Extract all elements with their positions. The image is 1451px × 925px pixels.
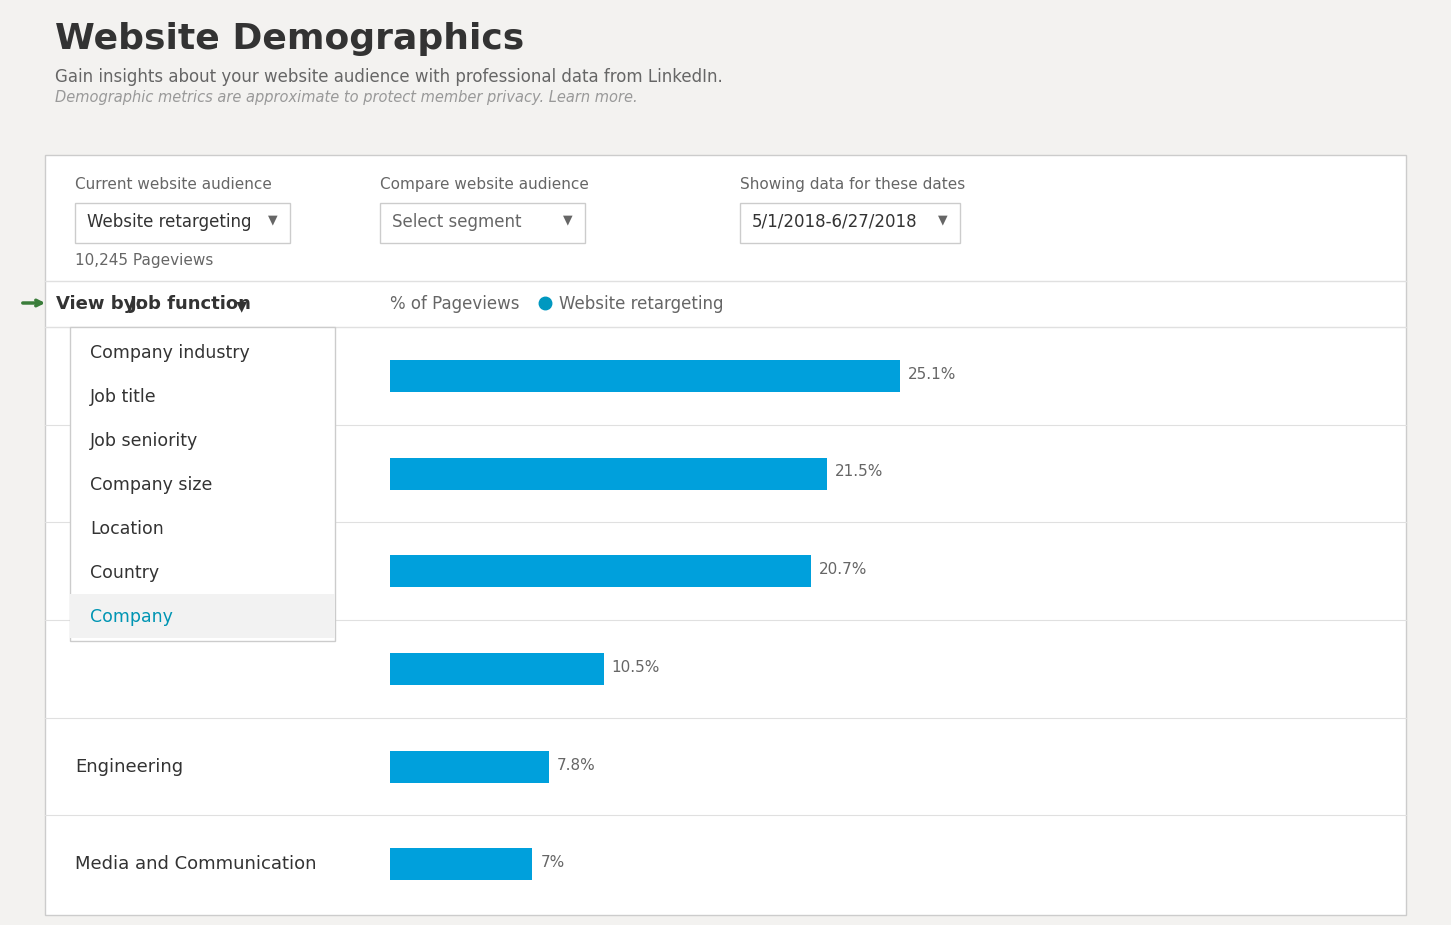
Bar <box>70 327 335 641</box>
Text: 20.7%: 20.7% <box>818 562 868 577</box>
Text: % of Pageviews: % of Pageviews <box>390 295 519 313</box>
Text: Website Demographics: Website Demographics <box>55 22 524 56</box>
Text: 21.5%: 21.5% <box>836 464 884 479</box>
Text: Showing data for these dates: Showing data for these dates <box>740 177 965 192</box>
Text: Company: Company <box>90 608 173 626</box>
Text: Country: Country <box>90 564 160 582</box>
Text: Website retargeting: Website retargeting <box>559 295 724 313</box>
Text: 7.8%: 7.8% <box>557 758 595 772</box>
Bar <box>390 653 604 684</box>
Text: Company size: Company size <box>90 476 212 494</box>
Bar <box>0 0 1451 148</box>
Text: ▼: ▼ <box>232 299 247 313</box>
Text: Company industry: Company industry <box>90 344 250 362</box>
Bar <box>45 155 1406 915</box>
Text: Current website audience: Current website audience <box>75 177 271 192</box>
Text: Demographic metrics are approximate to protect member privacy. Learn more.: Demographic metrics are approximate to p… <box>55 90 637 105</box>
Bar <box>390 458 827 489</box>
Text: Job title: Job title <box>90 388 157 406</box>
Text: 5/1/2018-6/27/2018: 5/1/2018-6/27/2018 <box>752 213 917 231</box>
Text: Job function: Job function <box>131 295 252 313</box>
Bar <box>390 750 548 783</box>
Text: ▼: ▼ <box>937 213 948 226</box>
Text: 7%: 7% <box>540 856 564 870</box>
Text: View by:: View by: <box>57 295 155 313</box>
Bar <box>390 555 811 587</box>
Text: Compare website audience: Compare website audience <box>380 177 589 192</box>
Text: 25.1%: 25.1% <box>908 367 956 382</box>
Bar <box>740 203 961 243</box>
Text: 10.5%: 10.5% <box>611 660 660 675</box>
Text: Job seniority: Job seniority <box>90 432 199 450</box>
Text: 10,245 Pageviews: 10,245 Pageviews <box>75 253 213 268</box>
Text: ▼: ▼ <box>268 213 277 226</box>
Bar <box>70 594 335 638</box>
Text: Website retargeting: Website retargeting <box>87 213 251 231</box>
Text: Engineering: Engineering <box>75 758 183 775</box>
Text: Media and Communication: Media and Communication <box>75 856 316 873</box>
Text: ▼: ▼ <box>563 213 573 226</box>
Bar <box>75 203 290 243</box>
Text: Select segment: Select segment <box>392 213 521 231</box>
Bar <box>380 203 585 243</box>
Text: Gain insights about your website audience with professional data from LinkedIn.: Gain insights about your website audienc… <box>55 68 723 86</box>
Text: Location: Location <box>90 520 164 538</box>
Bar <box>390 360 901 392</box>
Bar <box>390 848 533 881</box>
